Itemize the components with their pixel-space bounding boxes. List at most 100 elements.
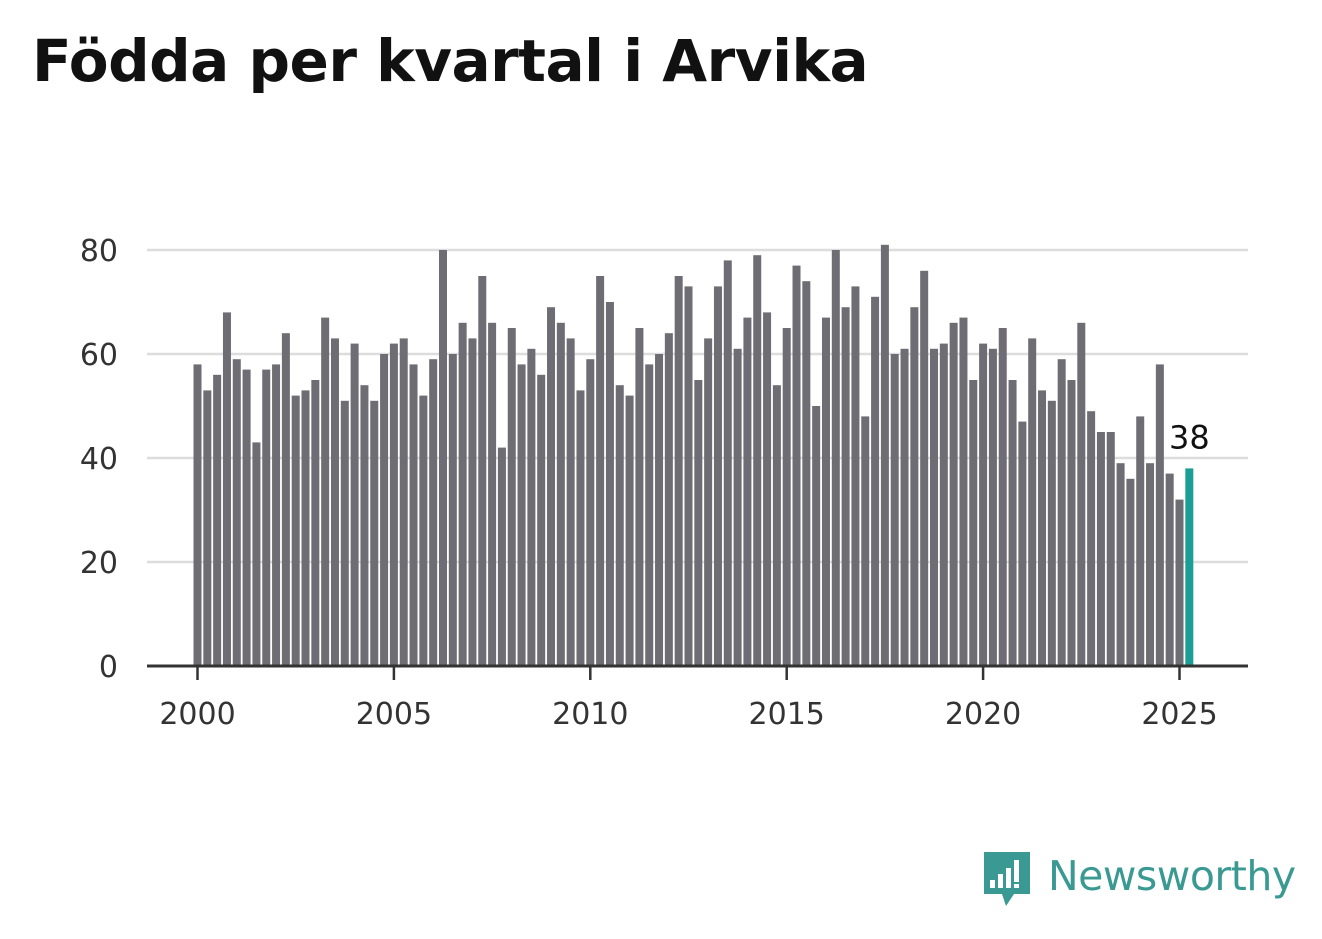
bar [429,359,438,666]
bar [488,322,497,666]
bar [655,354,664,666]
x-tick-label: 2010 [552,697,628,732]
bar [468,338,477,666]
bar [782,328,791,666]
bar [645,364,654,666]
last-value-label: 38 [1169,418,1210,456]
bar [969,380,978,666]
bar [949,322,958,666]
y-tick-label: 20 [80,546,118,581]
bar [1106,432,1115,666]
bar [772,385,781,666]
bar [733,348,742,666]
bar [880,244,889,667]
bar [566,338,575,666]
bar [831,250,840,666]
bar [389,343,398,666]
bar [684,286,693,666]
bar [596,276,605,666]
bar [920,270,929,666]
bar [360,385,369,666]
bar [478,276,487,666]
x-tick-label: 2020 [945,697,1021,732]
bar [900,348,909,666]
bar [1067,380,1076,666]
bar [1136,416,1145,666]
bar [812,406,821,666]
brand-name: Newsworthy [1048,851,1296,900]
y-tick-label: 40 [80,442,118,477]
bar [674,276,683,666]
bar [576,390,585,666]
bar [605,302,614,666]
bar [743,317,752,666]
bar [1018,421,1027,666]
bar [311,380,320,666]
bar [959,317,968,666]
bar [203,390,212,666]
newsworthy-logo: Newsworthy [980,848,1296,912]
bar [556,322,565,666]
y-tick-label: 0 [99,650,118,685]
bar [330,338,339,666]
x-tick-label: 2025 [1141,697,1217,732]
bar [998,328,1007,666]
bar [1116,463,1125,666]
bar [301,390,310,666]
newsworthy-logo-icon [984,852,1030,906]
bar [753,255,762,666]
bar [242,369,251,666]
bar [321,317,330,666]
x-tick-label: 2000 [159,697,235,732]
bar [890,354,899,666]
bar [1077,322,1086,666]
bar [1038,390,1047,666]
bar [615,385,624,666]
bar [262,369,271,666]
bar [350,343,359,666]
bar [1175,499,1184,666]
bar [419,395,428,666]
bar [507,328,516,666]
y-tick-label: 60 [80,338,118,373]
x-tick-label: 2015 [749,697,825,732]
bar [370,400,379,666]
bar [527,348,536,666]
bar [871,296,880,666]
labels: 0 20 40 60 80 2000 2005 2010 2015 2020 2025 38 [80,234,1218,732]
bar [291,395,300,666]
bar [1096,432,1105,666]
bar [281,333,290,666]
chart-title: Födda per kvartal i Arvika [32,27,869,95]
bar [439,250,447,666]
bar [586,359,595,666]
bar [979,343,988,666]
bar [704,338,713,666]
bar [635,328,644,666]
bar [625,395,634,666]
bar [1057,359,1066,666]
y-tick-label: 80 [80,234,118,269]
bar [910,307,919,666]
bar [664,333,673,666]
bar [547,307,556,666]
bar [458,322,467,666]
bar [517,364,526,666]
bar [821,317,830,666]
bar [399,338,408,666]
bar [1126,478,1135,666]
bar [802,281,811,666]
bar [448,354,457,666]
bar [380,354,389,666]
bar [537,374,546,666]
bar [763,312,772,666]
bar [272,364,281,666]
bar [939,343,948,666]
bar [792,265,801,666]
bar [1146,463,1155,666]
bar [193,364,202,666]
bar [340,400,349,666]
bar [841,307,850,666]
bar [694,380,703,666]
